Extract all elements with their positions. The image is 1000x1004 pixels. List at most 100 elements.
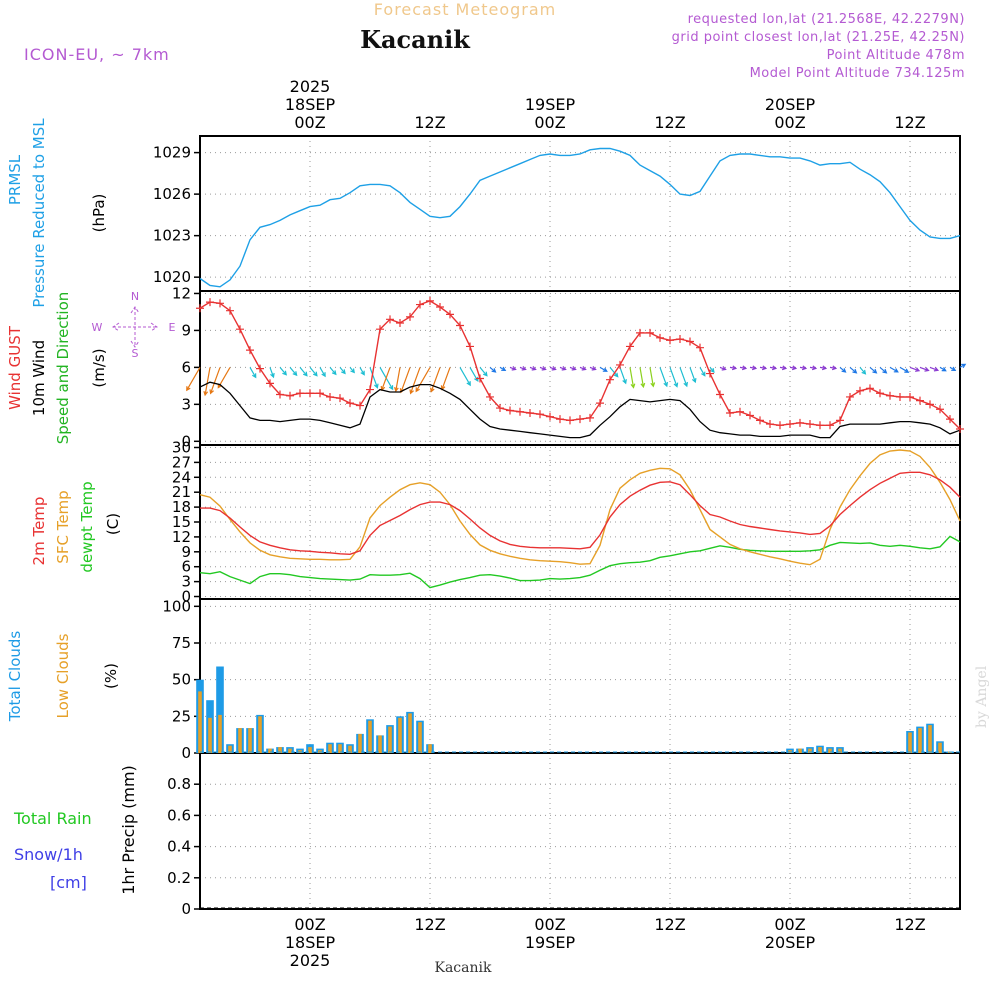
wind-gust-line	[199, 300, 961, 430]
wind-barb-56	[779, 365, 788, 371]
wind-gust-point-53	[726, 408, 734, 417]
wind-barb-26	[479, 367, 488, 377]
low-cloud-bar-4	[238, 728, 242, 753]
wind-gust-point-65	[846, 392, 854, 401]
wind-barb-42	[639, 367, 646, 389]
wind-barb-15	[369, 367, 379, 389]
temperature-ytick-label-9: 27	[172, 453, 191, 471]
wind-gust-point-7	[266, 379, 274, 388]
wind-dir-label: Speed and Direction	[54, 292, 72, 445]
grid-point-coords: grid point closest lon,lat (21.25E, 42.2…	[672, 30, 965, 45]
low-cloud-bar-22	[418, 722, 422, 753]
wind-barb-61	[829, 365, 838, 371]
low-cloud-bar-8	[278, 747, 282, 753]
location-title: Kacanik	[360, 25, 471, 54]
wind-gust-point-69	[886, 391, 894, 400]
wind-barb-18	[394, 367, 401, 393]
wind-gust-point-62	[816, 421, 824, 430]
wind-barb-5	[269, 367, 275, 379]
pressure-ytick-label-2: 1026	[153, 185, 191, 203]
precip-ytick-label-4: 0.8	[167, 775, 191, 793]
wind-barb-51	[729, 365, 738, 371]
low-cloud-bar-16	[358, 733, 362, 753]
clouds-ytick-label-1: 25	[172, 707, 191, 725]
wind-barb-39	[609, 367, 619, 378]
wind-barb-20	[409, 367, 421, 395]
bottom-time-label-5: 12Z	[894, 915, 925, 934]
banner-title: Forecast Meteogram	[374, 0, 556, 19]
pressure-ytick-label-3: 1029	[153, 144, 191, 162]
clouds-ytick-label-3: 75	[172, 634, 191, 652]
wind-barb-23	[440, 367, 451, 391]
clouds-frame	[199, 598, 961, 754]
wind-gust-point-18	[376, 325, 384, 334]
wind-gust-point-61	[806, 420, 814, 429]
wind-barb-1	[203, 367, 211, 397]
t2m-label: 2m Temp	[30, 497, 48, 566]
top-time-label-5: 12Z	[894, 113, 925, 132]
low-cloud-bar-7	[268, 748, 272, 753]
wind-gust-point-3	[226, 306, 234, 315]
compass-e: E	[169, 321, 176, 334]
t2m-line	[200, 471, 961, 556]
wind-gust-point-52	[716, 390, 724, 399]
wind-gust-point-32	[516, 407, 524, 416]
wind-gust-point-28	[476, 374, 484, 383]
bottom-time-label-4: 00Z	[774, 915, 805, 934]
compass-n: N	[131, 290, 139, 303]
wind-barb-4	[249, 367, 257, 379]
wind-ytick-label-2: 6	[181, 358, 191, 376]
low-cloud-bar-21	[408, 713, 412, 753]
wind-gust-point-48	[676, 335, 684, 344]
wind-barb-30	[519, 366, 527, 371]
wind-gust-point-39	[586, 413, 594, 422]
model-altitude: Model Point Altitude 734.125m	[750, 66, 965, 81]
wind-gust-point-16	[356, 401, 364, 410]
low-clouds-label: Low Clouds	[54, 633, 72, 718]
wind-gust-point-23	[426, 296, 434, 305]
low-cloud-bar-3	[228, 745, 232, 753]
wind-barb-73	[949, 366, 957, 372]
top-date-label-2: 19SEP	[525, 95, 576, 114]
bottom-date-label-2: 19SEP	[525, 933, 576, 952]
wind-barb-49	[709, 367, 715, 373]
precip-ytick-label-0: 0	[181, 900, 191, 918]
clouds-units: (%)	[102, 663, 120, 689]
pressure-frame	[199, 135, 961, 292]
wind-barb-22	[430, 367, 441, 393]
wind-gust-point-70	[896, 392, 904, 401]
wind-barb-68	[899, 366, 910, 373]
wind-gust-point-55	[746, 411, 754, 420]
temperature-ytick-label-7: 21	[172, 483, 191, 501]
wind-gust-point-11	[306, 389, 314, 398]
wind-gust-point-59	[786, 420, 794, 429]
low-cloud-bar-64	[838, 748, 842, 753]
top-time-label-2: 00Z	[534, 113, 565, 132]
bottom-time-label-3: 12Z	[654, 915, 685, 934]
top-time-label-1: 12Z	[414, 113, 445, 132]
low-cloud-bar-19	[388, 726, 392, 753]
temperature-ytick-label-0: 0	[181, 588, 191, 606]
wind-barb-12	[339, 367, 346, 375]
wind-barb-8	[299, 367, 308, 377]
wind-barb-40	[619, 367, 627, 385]
wind-barb-55	[769, 365, 778, 371]
wind-gust-point-30	[496, 404, 504, 413]
wind-gust-point-73	[926, 400, 934, 409]
wind-barb-60	[819, 365, 828, 371]
wind-barb-41	[629, 367, 636, 389]
bottom-year-label-0: 2025	[290, 951, 331, 970]
wind-gust-point-51	[706, 369, 714, 378]
wind-ytick-label-0: 0	[181, 432, 191, 450]
wind-10m-label: 10m Wind	[30, 340, 48, 416]
compass-rose	[112, 306, 158, 348]
wind-barb-27	[489, 366, 497, 373]
wind-barb-72	[939, 366, 947, 372]
wind-gust-point-21	[406, 312, 414, 321]
low-cloud-bar-11	[308, 747, 312, 753]
wind-gust-point-25	[446, 310, 454, 319]
top-time-label-4: 00Z	[774, 113, 805, 132]
wind-gust-point-5	[246, 346, 254, 355]
bottom-time-label-1: 12Z	[414, 915, 445, 934]
wind-barb-53	[749, 365, 758, 371]
